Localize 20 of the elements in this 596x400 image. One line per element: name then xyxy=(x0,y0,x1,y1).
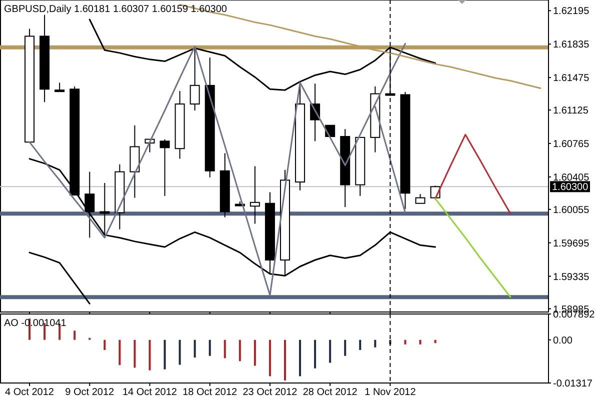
y-tick-label: 0.00 xyxy=(553,335,573,346)
y-tick-label: -0.01317 xyxy=(553,378,593,390)
y-tick-label: 1.59695 xyxy=(553,238,590,250)
y-tick-label: 0.007892 xyxy=(553,310,596,320)
x-tick-label: 28 Oct 2012 xyxy=(302,387,358,398)
y-tick-label: 1.60405 xyxy=(553,172,590,184)
y-tick-label: 1.59335 xyxy=(553,272,590,283)
y-tick-label: 1.61125 xyxy=(553,106,589,117)
y-tick-label: 1.61835 xyxy=(553,40,590,51)
y-tick-label: 1.61475 xyxy=(553,73,590,84)
x-tick-label: 14 Oct 2012 xyxy=(122,387,178,398)
x-tick-label: 9 Oct 2012 xyxy=(65,387,115,398)
x-tick-label: 4 Oct 2012 xyxy=(5,387,54,398)
x-tick-label: 23 Oct 2012 xyxy=(242,387,298,398)
y-tick-label: 1.60055 xyxy=(553,204,590,216)
x-tick-label: 18 Oct 2012 xyxy=(182,387,238,398)
ref-line-label: 1.60300 xyxy=(552,182,589,194)
y-tick-label: 1.60765 xyxy=(553,138,590,150)
y-tick-label: 1.62195 xyxy=(553,6,590,18)
x-tick-label: 1 Nov 2012 xyxy=(364,387,416,398)
